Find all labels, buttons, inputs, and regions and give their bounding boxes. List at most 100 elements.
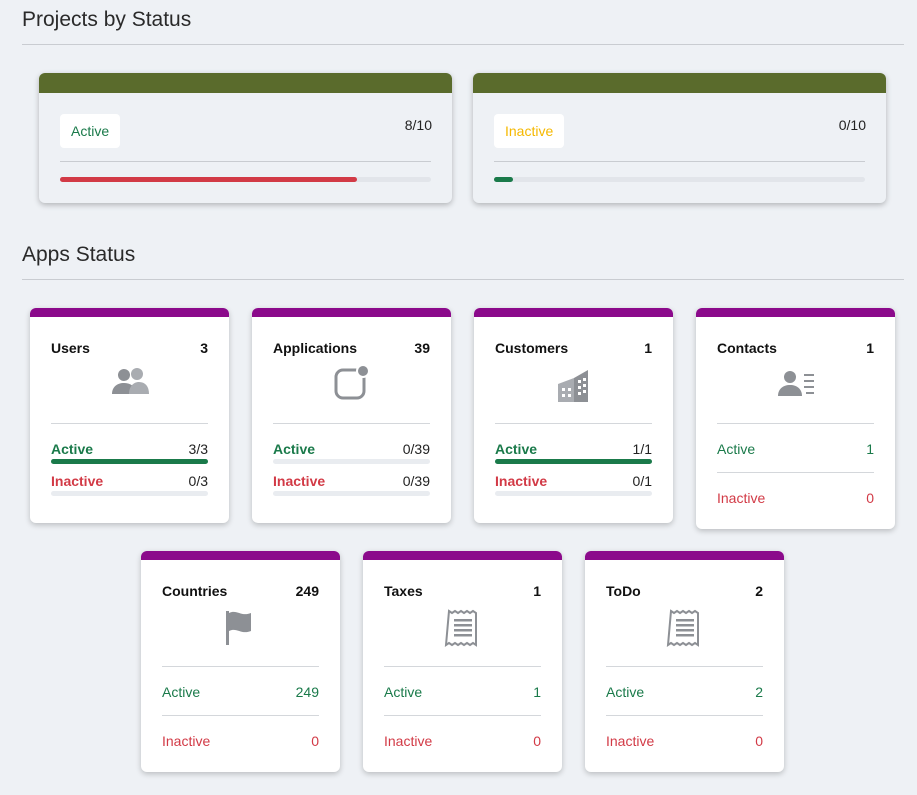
- applications-icon: [332, 364, 372, 404]
- active-label: Active: [162, 684, 201, 700]
- active-label: Active: [384, 684, 423, 700]
- divider: [384, 666, 541, 667]
- inactive-label: Inactive: [717, 490, 766, 506]
- inactive-label: Inactive: [51, 473, 104, 489]
- apps-status-title: Apps Status: [22, 243, 136, 266]
- card-header: [363, 551, 562, 560]
- inactive-label: Inactive: [162, 733, 211, 749]
- contact-card-icon: [776, 364, 816, 404]
- project-count: 8/10: [404, 117, 432, 133]
- active-label: Active: [51, 441, 94, 457]
- app-card-customers[interactable]: Customers 1 Active 1/1 Inactive 0/1: [474, 308, 673, 523]
- card-header: [30, 308, 229, 317]
- building-icon: [554, 364, 594, 404]
- app-total: 39: [414, 340, 430, 356]
- app-card-users[interactable]: Users 3 Active 3/3 Inactive 0/3: [30, 308, 229, 523]
- inactive-value: 0/1: [632, 473, 652, 489]
- divider: [717, 472, 874, 473]
- card-header: [585, 551, 784, 560]
- inactive-value: 0: [866, 490, 874, 506]
- project-status-card-inactive: Inactive 0/10: [473, 73, 886, 203]
- divider: [22, 279, 904, 280]
- card-header: [473, 73, 886, 93]
- divider: [162, 715, 319, 716]
- app-total: 249: [295, 583, 319, 599]
- projects-by-status-title: Projects by Status: [22, 8, 192, 31]
- progress-bar: [60, 177, 431, 182]
- app-card-applications[interactable]: Applications 39 Active 0/39 Inactive 0/39: [252, 308, 451, 523]
- divider: [717, 423, 874, 424]
- active-value: 0/39: [402, 441, 430, 457]
- divider: [384, 715, 541, 716]
- app-total: 3: [200, 340, 208, 356]
- active-label: Active: [717, 441, 756, 457]
- progress-fill: [494, 177, 513, 182]
- divider: [273, 423, 430, 424]
- divider: [51, 423, 208, 424]
- divider: [162, 666, 319, 667]
- active-label: Active: [495, 441, 538, 457]
- app-name: Customers: [495, 340, 569, 356]
- app-name: Users: [51, 340, 90, 356]
- inactive-value: 0: [311, 733, 319, 749]
- flag-icon: [221, 607, 261, 647]
- active-progress-bar: [495, 459, 652, 464]
- active-value: 2: [755, 684, 763, 700]
- divider: [495, 423, 652, 424]
- app-name: Taxes: [384, 583, 423, 599]
- receipt-icon: [665, 607, 705, 647]
- inactive-value: 0/39: [402, 473, 430, 489]
- divider: [22, 44, 904, 45]
- card-header: [696, 308, 895, 317]
- inactive-value: 0: [755, 733, 763, 749]
- active-label: Active: [606, 684, 645, 700]
- divider: [606, 715, 763, 716]
- users-icon: [110, 364, 150, 404]
- status-badge[interactable]: Inactive: [494, 114, 565, 148]
- inactive-value: 0: [533, 733, 541, 749]
- app-total: 1: [533, 583, 541, 599]
- active-value: 1: [533, 684, 541, 700]
- app-card-todo[interactable]: ToDo 2 Active 2 Inactive 0: [585, 551, 784, 772]
- active-progress-bar: [273, 459, 430, 464]
- inactive-progress-bar: [51, 491, 208, 496]
- progress-fill: [51, 459, 208, 464]
- status-badge[interactable]: Active: [60, 114, 121, 148]
- active-value: 3/3: [188, 441, 208, 457]
- inactive-label: Inactive: [606, 733, 655, 749]
- receipt-icon: [443, 607, 483, 647]
- project-status-card-active: Active 8/10: [39, 73, 452, 203]
- app-total: 2: [755, 583, 763, 599]
- card-header: [141, 551, 340, 560]
- app-name: Contacts: [717, 340, 777, 356]
- active-progress-bar: [51, 459, 208, 464]
- active-value: 1: [866, 441, 874, 457]
- inactive-label: Inactive: [384, 733, 433, 749]
- inactive-label: Inactive: [273, 473, 326, 489]
- progress-fill: [60, 177, 357, 182]
- app-card-countries[interactable]: Countries 249 Active 249 Inactive 0: [141, 551, 340, 772]
- inactive-label: Inactive: [495, 473, 548, 489]
- divider: [494, 161, 865, 162]
- active-value: 1/1: [632, 441, 652, 457]
- app-name: Countries: [162, 583, 228, 599]
- inactive-progress-bar: [273, 491, 430, 496]
- project-count: 0/10: [838, 117, 866, 133]
- divider: [60, 161, 431, 162]
- app-total: 1: [644, 340, 652, 356]
- app-card-contacts[interactable]: Contacts 1 Active 1 Inactive 0: [696, 308, 895, 529]
- active-label: Active: [273, 441, 316, 457]
- app-name: Applications: [273, 340, 358, 356]
- card-header: [474, 308, 673, 317]
- inactive-value: 0/3: [188, 473, 208, 489]
- app-total: 1: [866, 340, 874, 356]
- active-value: 249: [295, 684, 319, 700]
- inactive-progress-bar: [495, 491, 652, 496]
- card-header: [39, 73, 452, 93]
- progress-bar: [494, 177, 865, 182]
- app-name: ToDo: [606, 583, 641, 599]
- card-header: [252, 308, 451, 317]
- divider: [606, 666, 763, 667]
- app-card-taxes[interactable]: Taxes 1 Active 1 Inactive 0: [363, 551, 562, 772]
- progress-fill: [495, 459, 652, 464]
